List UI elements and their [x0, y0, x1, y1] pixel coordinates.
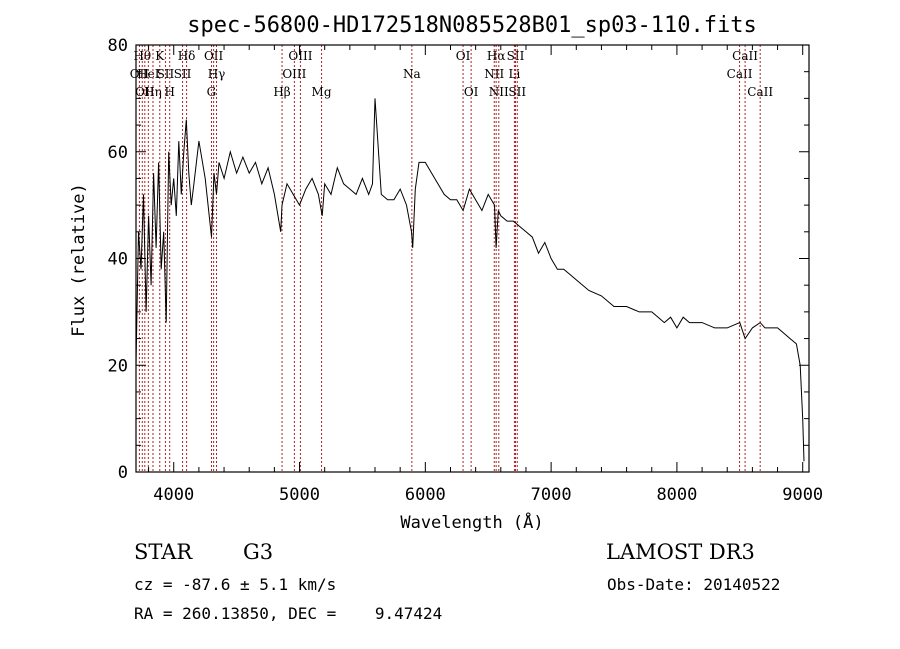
object-class: STAR: [134, 540, 193, 564]
line-marker-label: OI: [456, 49, 471, 63]
x-tick-label: 4000: [153, 485, 194, 505]
line-marker-label: Hθ: [133, 49, 151, 63]
line-marker-label: Na: [403, 67, 421, 81]
line-marker-label: Hα: [487, 49, 506, 63]
y-tick-label: 0: [118, 463, 128, 483]
line-marker-label: Mg: [312, 85, 332, 99]
line-marker-label: OIII: [288, 49, 312, 63]
line-marker-label: CaII: [747, 85, 773, 99]
spectrum-line: [135, 98, 805, 462]
x-tick-label: 9000: [782, 485, 823, 505]
line-marker-label: OII: [135, 85, 155, 99]
x-tick-label: 5000: [279, 485, 320, 505]
line-marker-label: Hγ: [208, 67, 226, 81]
redshift-velocity: cz = -87.6 ± 5.1 km/s: [134, 575, 337, 594]
line-marker-label: K: [155, 49, 165, 63]
y-tick-label: 80: [108, 36, 128, 56]
line-marker-label: Hδ: [178, 49, 196, 63]
line-marker-label: G: [207, 85, 217, 99]
survey-name: LAMOST DR3: [606, 540, 755, 564]
line-marker-label: HeI: [137, 67, 160, 81]
line-marker-label: H: [164, 85, 174, 99]
x-tick-label: 6000: [405, 485, 446, 505]
line-marker-label: SII: [157, 67, 175, 81]
object-subclass: G3: [243, 540, 274, 564]
line-marker-label: SII: [507, 49, 525, 63]
chart-title: spec-56800-HD172518N085528B01_sp03-110.f…: [187, 13, 757, 38]
line-marker-label: OIII: [282, 67, 306, 81]
line-marker-label: CaII: [732, 49, 758, 63]
observation-date: Obs-Date: 20140522: [607, 575, 781, 594]
coordinates: RA = 260.13850, DEC = 9.47424: [134, 604, 443, 623]
line-markers: OIIHθOIIHeIHηKSIIHHδSIIGOIIHγHβOIIIOIIIM…: [130, 45, 773, 472]
line-marker-label: OII: [204, 49, 224, 63]
line-marker-label: SII: [174, 67, 192, 81]
spectrum-series: [135, 98, 805, 462]
line-marker-label: CaII: [727, 67, 753, 81]
axes: 4000 5000 6000 7000 8000 9000 0 20 40 60 80: [108, 36, 824, 505]
y-tick-label: 20: [108, 356, 128, 376]
y-tick-label: 40: [108, 250, 128, 270]
plot-frame: [135, 44, 810, 473]
y-tick-label: 60: [108, 143, 128, 163]
line-marker-label: NII: [489, 85, 509, 99]
x-tick-label: 8000: [656, 485, 697, 505]
line-marker-label: SII: [508, 85, 526, 99]
y-axis-label: Flux (relative): [69, 183, 89, 337]
line-marker-label: Hη: [144, 85, 162, 99]
line-marker-label: Li: [508, 67, 520, 81]
line-marker-label: Hβ: [273, 85, 290, 99]
line-marker-label: OI: [464, 85, 479, 99]
line-marker-label: NII: [484, 67, 504, 81]
x-axis-label: Wavelength (Å): [400, 511, 543, 533]
x-tick-label: 7000: [531, 485, 572, 505]
